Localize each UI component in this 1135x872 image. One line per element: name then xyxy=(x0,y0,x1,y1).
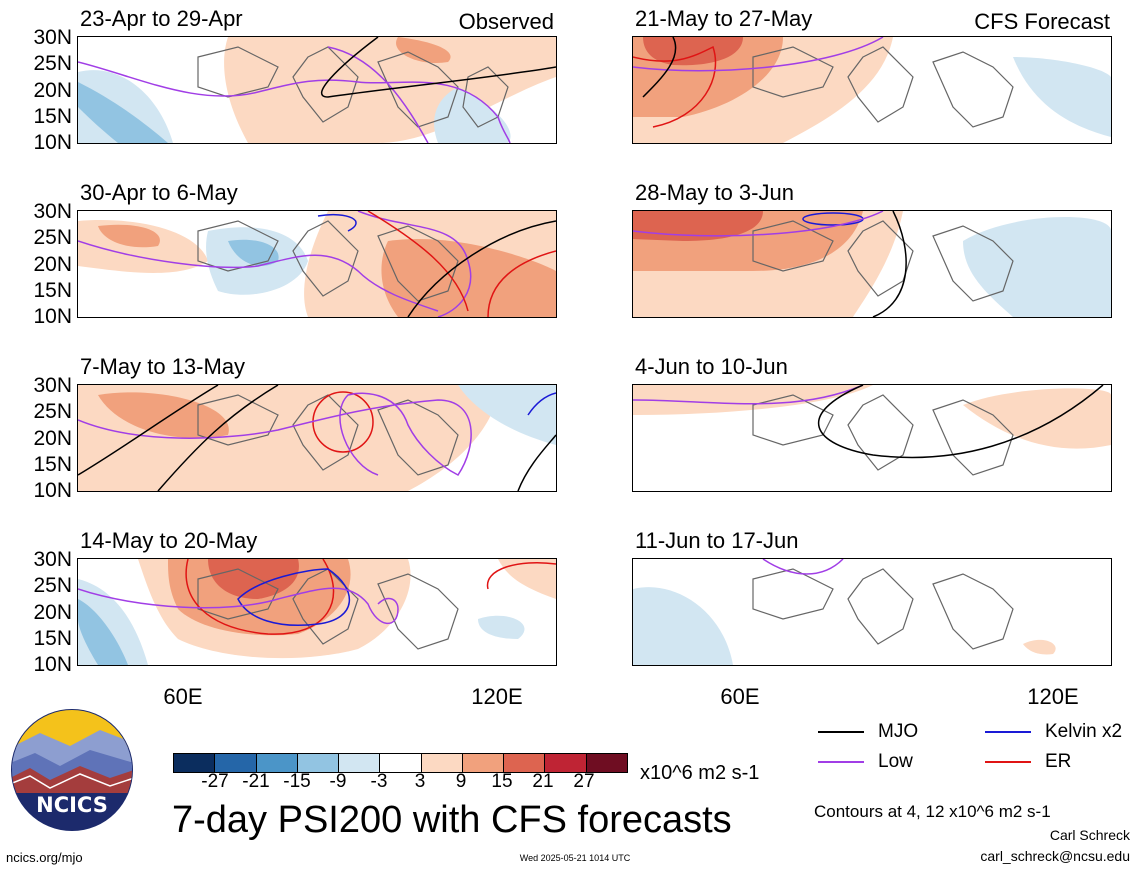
colorbar-swatch xyxy=(215,754,257,772)
forecast-label: CFS Forecast xyxy=(974,9,1110,34)
colorbar xyxy=(173,753,628,773)
lat-label: 25N xyxy=(33,574,72,597)
panel-title-6: 28-May to 3-Jun xyxy=(635,180,794,205)
colorbar-units: x10^6 m2 s-1 xyxy=(640,762,760,784)
map-panel-observed-2 xyxy=(77,210,557,318)
colorbar-tick: -21 xyxy=(242,771,270,792)
lat-label: 20N xyxy=(33,253,72,276)
colorbar-tick: 21 xyxy=(532,771,554,792)
author-name: Carl Schreck xyxy=(1049,827,1130,843)
kelvin-legend-label: Kelvin x2 xyxy=(1045,721,1123,742)
er-legend-label: ER xyxy=(1045,751,1072,772)
panel-title-4: 14-May to 20-May xyxy=(80,528,258,553)
lon-label-120e-right: 120E xyxy=(1027,684,1079,709)
map-panel-observed-3 xyxy=(77,384,557,492)
colorbar-swatch xyxy=(339,754,381,772)
lat-label: 10N xyxy=(33,305,72,328)
colorbar-tick: 9 xyxy=(455,771,467,792)
colorbar-tick: -27 xyxy=(201,771,229,792)
map-panel-forecast-2 xyxy=(632,210,1112,318)
colorbar-tick: -9 xyxy=(329,771,347,792)
lat-label: 25N xyxy=(33,400,72,423)
colorbar-swatch xyxy=(297,754,340,772)
colorbar-swatch xyxy=(545,754,587,772)
panel-title-8: 11-Jun to 17-Jun xyxy=(635,528,799,553)
colorbar-swatch xyxy=(174,754,216,772)
colorbar-swatch xyxy=(504,754,546,772)
observed-label: Observed xyxy=(458,9,554,34)
colorbar-swatch xyxy=(256,754,298,772)
lat-label: 30N xyxy=(33,548,72,571)
lat-label: 10N xyxy=(33,131,72,154)
lat-label: 20N xyxy=(33,427,72,450)
ncics-logo: NCICS xyxy=(10,708,134,832)
colorbar-tick: 15 xyxy=(491,771,513,792)
panel-title-1: 23-Apr to 29-Apr xyxy=(80,6,243,31)
mjo-legend-swatch xyxy=(818,731,864,733)
lon-label-60e-left: 60E xyxy=(163,684,203,709)
lat-label: 25N xyxy=(33,52,72,75)
panel-title-3: 7-May to 13-May xyxy=(80,354,246,379)
map-panel-observed-4 xyxy=(77,558,557,666)
main-title: 7-day PSI200 with CFS forecasts xyxy=(172,799,732,841)
map-panel-forecast-1 xyxy=(632,36,1112,144)
lon-label-120e-left: 120E xyxy=(471,684,523,709)
lat-label: 20N xyxy=(33,601,72,624)
lat-label: 30N xyxy=(33,200,72,223)
site-link[interactable]: ncics.org/mjo xyxy=(6,850,83,865)
map-panel-forecast-3 xyxy=(632,384,1112,492)
panel-title-7: 4-Jun to 10-Jun xyxy=(635,354,788,379)
lat-label: 30N xyxy=(33,374,72,397)
lat-label: 15N xyxy=(33,453,72,476)
colorbar-tick: 27 xyxy=(573,771,595,792)
colorbar-tick: -15 xyxy=(283,771,311,792)
timestamp: Wed 2025-05-21 1014 UTC xyxy=(519,853,631,863)
colorbar-swatch xyxy=(586,754,627,772)
map-panel-forecast-4 xyxy=(632,558,1112,666)
contours-note: Contours at 4, 12 x10^6 m2 s-1 xyxy=(814,802,1051,821)
lat-label: 10N xyxy=(33,653,72,676)
colorbar-tick: 3 xyxy=(414,771,426,792)
mjo-legend-label: MJO xyxy=(878,721,919,742)
lat-label: 10N xyxy=(33,479,72,502)
low-legend-label: Low xyxy=(878,751,913,772)
colorbar-tick: -3 xyxy=(370,771,388,792)
lon-label-60e-right: 60E xyxy=(720,684,760,709)
colorbar-swatch xyxy=(462,754,505,772)
map-panel-observed-1 xyxy=(77,36,557,144)
colorbar-swatch xyxy=(421,754,463,772)
er-legend-swatch xyxy=(985,761,1031,763)
lat-label: 15N xyxy=(33,105,72,128)
low-legend-swatch xyxy=(818,761,864,763)
lat-label: 25N xyxy=(33,226,72,249)
lat-label: 30N xyxy=(33,26,72,49)
colorbar-swatch xyxy=(380,754,422,772)
lat-label: 15N xyxy=(33,279,72,302)
lat-label: 15N xyxy=(33,627,72,650)
panel-title-5: 21-May to 27-May xyxy=(635,6,813,31)
panel-title-2: 30-Apr to 6-May xyxy=(80,180,238,205)
author-email[interactable]: carl_schreck@ncsu.edu xyxy=(980,848,1130,864)
kelvin-legend-swatch xyxy=(985,731,1031,733)
logo-text: NCICS xyxy=(36,793,108,817)
lat-label: 20N xyxy=(33,79,72,102)
